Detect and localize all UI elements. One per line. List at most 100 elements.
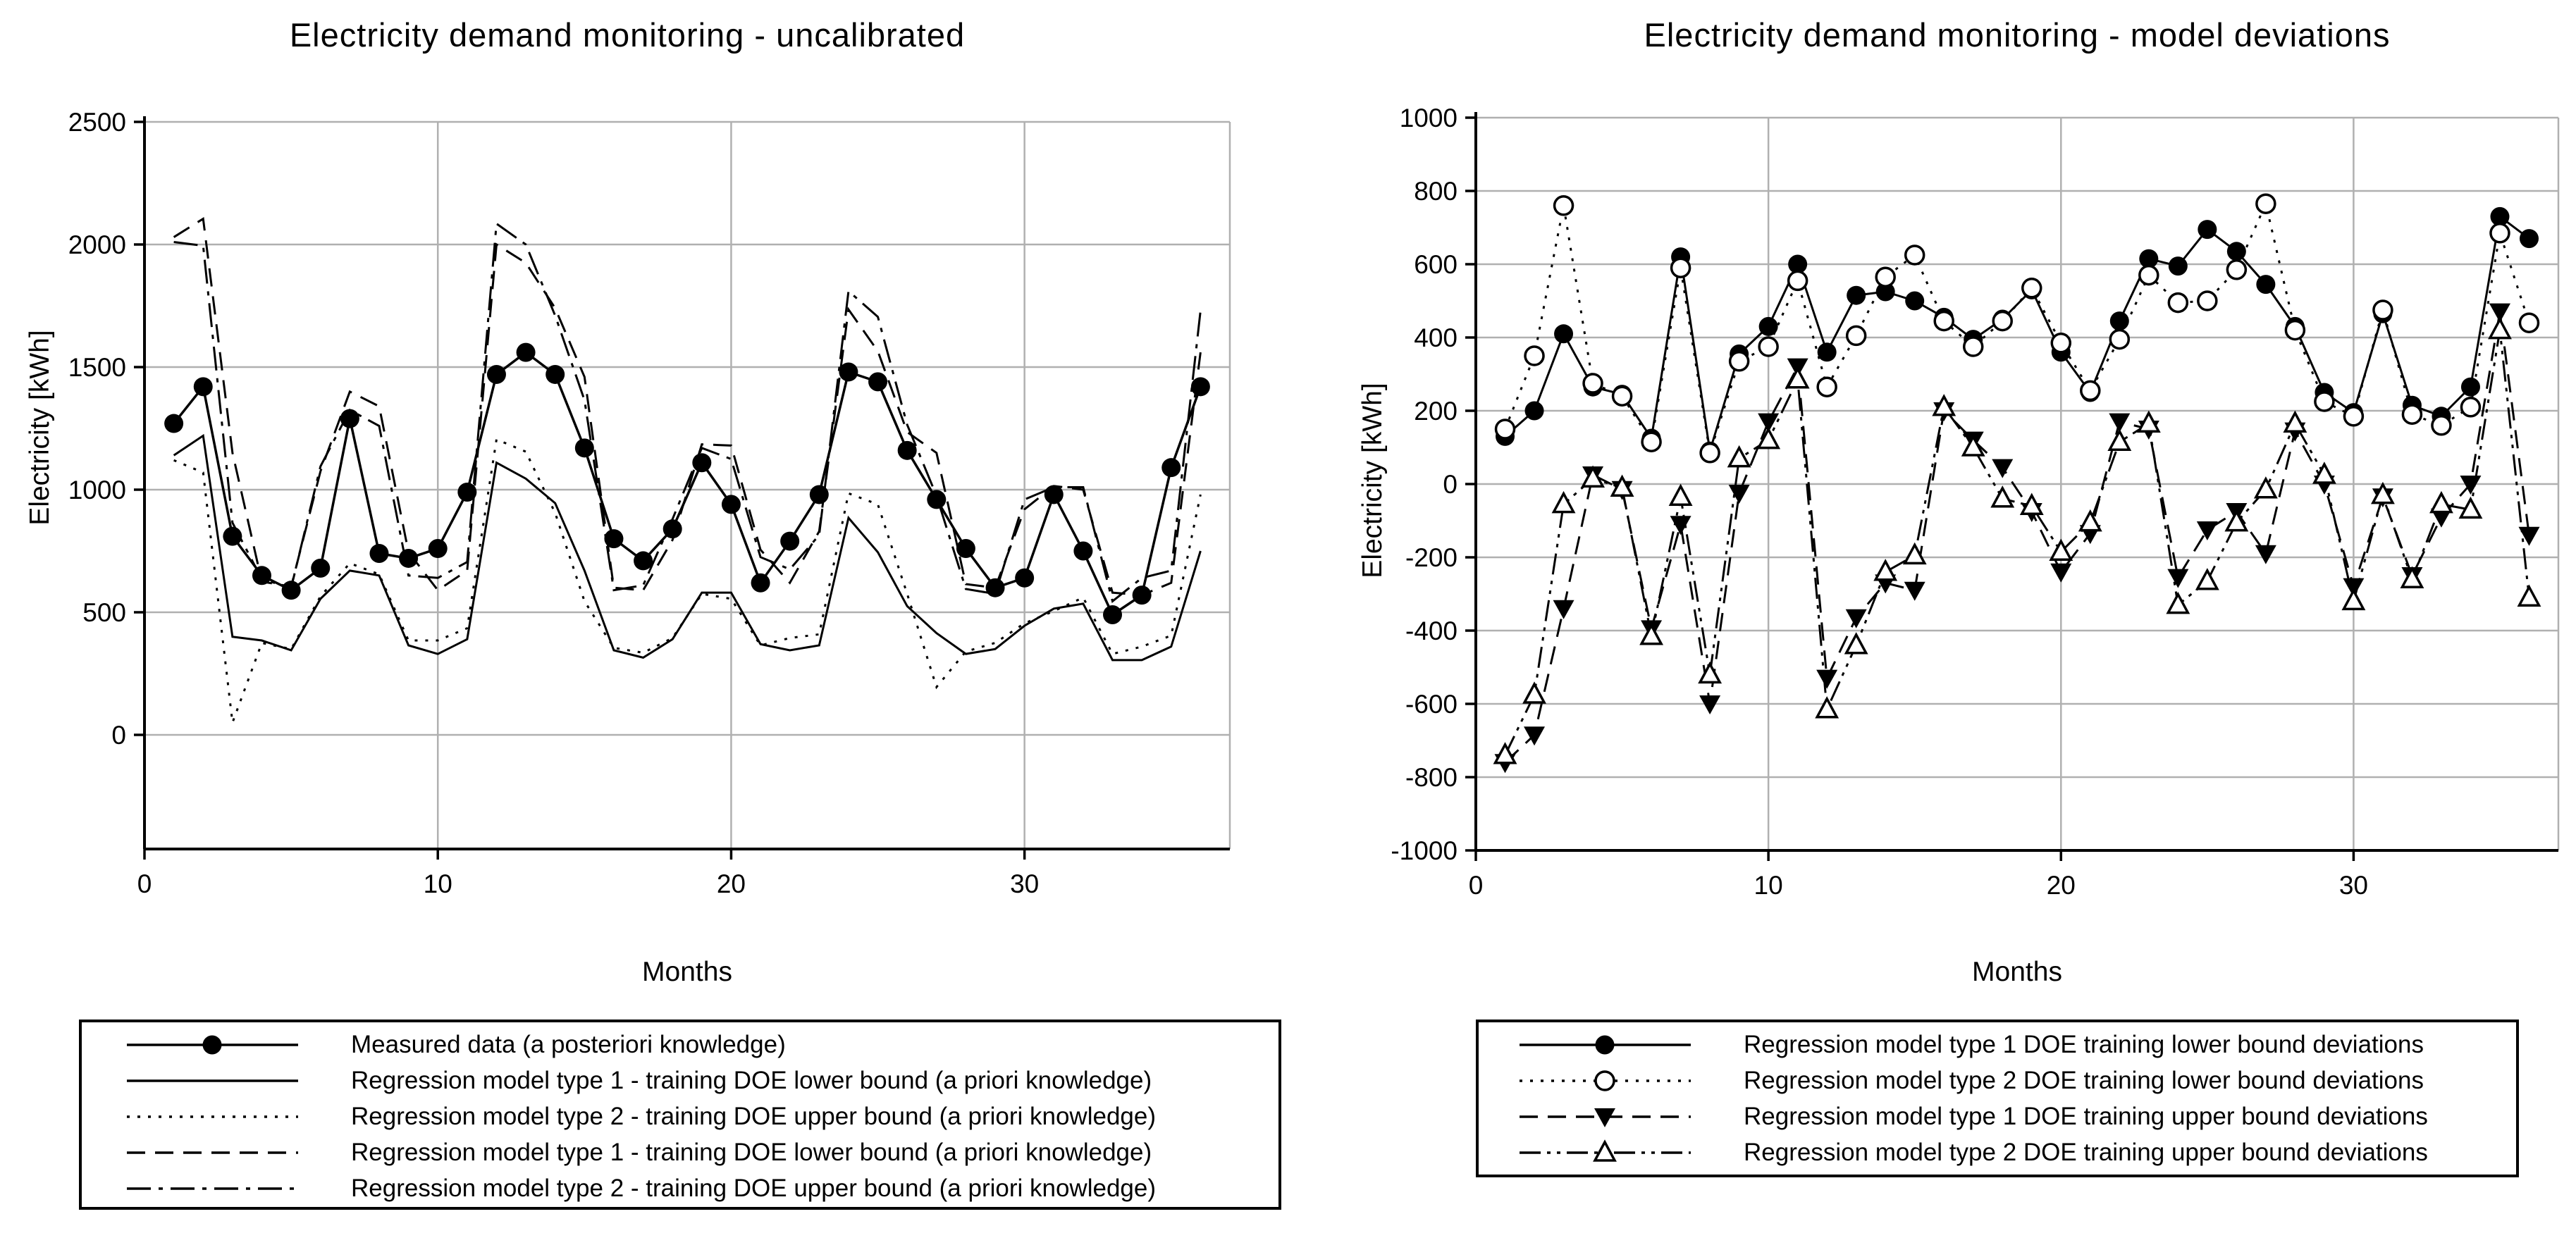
open-triangle-up-marker — [2019, 492, 2044, 515]
series-line — [173, 216, 1202, 597]
open-circle-marker — [1962, 336, 1984, 357]
legend-line-sample — [127, 1151, 298, 1154]
open-triangle-up-marker — [2488, 316, 2512, 340]
y-tick-label: 1500 — [68, 353, 126, 382]
filled-circle-marker — [340, 409, 359, 428]
y-tick-label: -200 — [1405, 543, 1458, 572]
open-circle-marker — [1594, 1070, 1615, 1091]
filled-circle-marker — [428, 539, 448, 559]
filled-circle-marker — [1788, 254, 1808, 274]
filled-triangle-down-marker — [2050, 563, 2072, 583]
filled-circle-marker — [634, 551, 653, 571]
filled-circle-marker — [1524, 401, 1544, 421]
y-tick-label: 0 — [111, 721, 126, 750]
legend-label: Regression model type 1 - training DOE l… — [351, 1066, 1152, 1094]
legend-line-sample — [1520, 1070, 1691, 1091]
open-triangle-up-marker — [1610, 474, 1634, 497]
filled-triangle-down-marker — [2430, 508, 2452, 528]
open-triangle-up-marker — [2078, 509, 2102, 532]
legend-label: Measured data (a posteriori knowledge) — [351, 1030, 786, 1058]
filled-circle-marker — [1875, 282, 1895, 302]
open-circle-marker — [2109, 328, 2131, 350]
legend-label: Regression model type 2 DOE training low… — [1744, 1066, 2424, 1094]
filled-circle-marker — [311, 558, 331, 578]
filled-circle-marker — [1758, 316, 1778, 336]
legend-line-sample — [127, 1115, 298, 1118]
filled-circle-marker — [2256, 275, 2276, 295]
open-triangle-up-marker — [1593, 1139, 1617, 1162]
filled-triangle-down-marker — [1728, 485, 1750, 504]
y-tick-label: -600 — [1405, 690, 1458, 719]
legend-label: Regression model type 2 - training DOE u… — [351, 1102, 1156, 1130]
open-triangle-up-marker — [2517, 584, 2541, 607]
filled-circle-marker — [457, 482, 477, 502]
filled-triangle-down-marker — [1524, 726, 1546, 746]
filled-circle-marker — [1595, 1035, 1615, 1054]
series-line — [1504, 330, 2530, 756]
open-circle-marker — [2167, 292, 2189, 314]
filled-circle-marker — [839, 362, 858, 382]
filled-circle-marker — [2139, 249, 2159, 268]
filled-circle-marker — [897, 440, 917, 460]
filled-circle-marker — [1190, 377, 1210, 397]
open-triangle-up-marker — [1844, 632, 1868, 655]
open-circle-marker — [1816, 376, 1837, 397]
open-triangle-up-marker — [1581, 465, 1605, 488]
open-circle-marker — [1933, 310, 1954, 332]
open-triangle-up-marker — [2195, 568, 2219, 590]
filled-triangle-down-marker — [2518, 526, 2540, 546]
open-circle-marker — [2518, 312, 2540, 333]
open-circle-marker — [2197, 290, 2218, 311]
open-circle-marker — [2080, 380, 2101, 402]
filled-circle-marker — [1103, 605, 1123, 624]
left-legend: Measured data (a posteriori knowledge) Re… — [79, 1020, 1281, 1210]
open-triangle-up-marker — [2370, 481, 2395, 504]
open-circle-marker — [1787, 270, 1808, 292]
y-tick-label: 1000 — [68, 476, 126, 504]
open-circle-marker — [1992, 310, 2013, 332]
open-circle-marker — [2050, 333, 2072, 354]
y-tick-label: 2000 — [68, 230, 126, 259]
filled-circle-marker — [516, 342, 536, 362]
y-tick-label: -1000 — [1391, 836, 1458, 865]
open-circle-marker — [1904, 244, 1925, 266]
open-circle-marker — [1758, 336, 1779, 357]
legend-line-sample — [127, 1035, 298, 1054]
y-tick-label: 600 — [1414, 250, 1458, 279]
series-line — [173, 433, 1202, 662]
open-triangle-up-marker — [1815, 696, 1839, 719]
filled-circle-marker — [604, 529, 624, 549]
legend-item: Regression model type 1 - training DOE l… — [118, 1134, 1278, 1170]
open-circle-marker — [2489, 223, 2510, 244]
filled-circle-marker — [1817, 342, 1837, 362]
y-tick-label: 500 — [82, 598, 126, 627]
open-triangle-up-marker — [2166, 591, 2190, 614]
filled-circle-marker — [1847, 285, 1866, 305]
open-circle-marker — [1670, 257, 1691, 278]
x-tick-label: 0 — [137, 869, 152, 898]
filled-circle-marker — [546, 364, 565, 384]
filled-circle-marker — [956, 539, 975, 559]
y-tick-label: 1000 — [1400, 104, 1458, 132]
legend-label: Regression model type 2 - training DOE u… — [351, 1174, 1156, 1202]
filled-circle-marker — [399, 548, 419, 568]
filled-triangle-down-marker — [1699, 695, 1721, 714]
filled-triangle-down-marker — [1992, 459, 2014, 478]
filled-circle-marker — [2490, 206, 2510, 226]
right-y-axis-label: Electricity [kWh] — [1357, 383, 1388, 578]
series-line — [173, 221, 1202, 603]
filled-triangle-down-marker — [2109, 413, 2131, 433]
open-circle-marker — [1524, 345, 1545, 366]
open-circle-marker — [1494, 419, 1516, 440]
right-chart-title: Electricity demand monitoring - model de… — [1644, 16, 2391, 54]
open-triangle-up-marker — [1727, 445, 1751, 468]
x-tick-label: 10 — [1754, 871, 1783, 900]
legend-item: Regression model type 1 - training DOE l… — [118, 1062, 1278, 1098]
filled-circle-marker — [2109, 311, 2129, 331]
legend-line-sample — [127, 1079, 298, 1082]
legend-item: Regression model type 1 DOE training upp… — [1511, 1098, 2516, 1134]
open-circle-marker — [1699, 442, 1720, 464]
open-circle-marker — [2255, 193, 2276, 214]
open-triangle-up-marker — [1756, 426, 1781, 450]
